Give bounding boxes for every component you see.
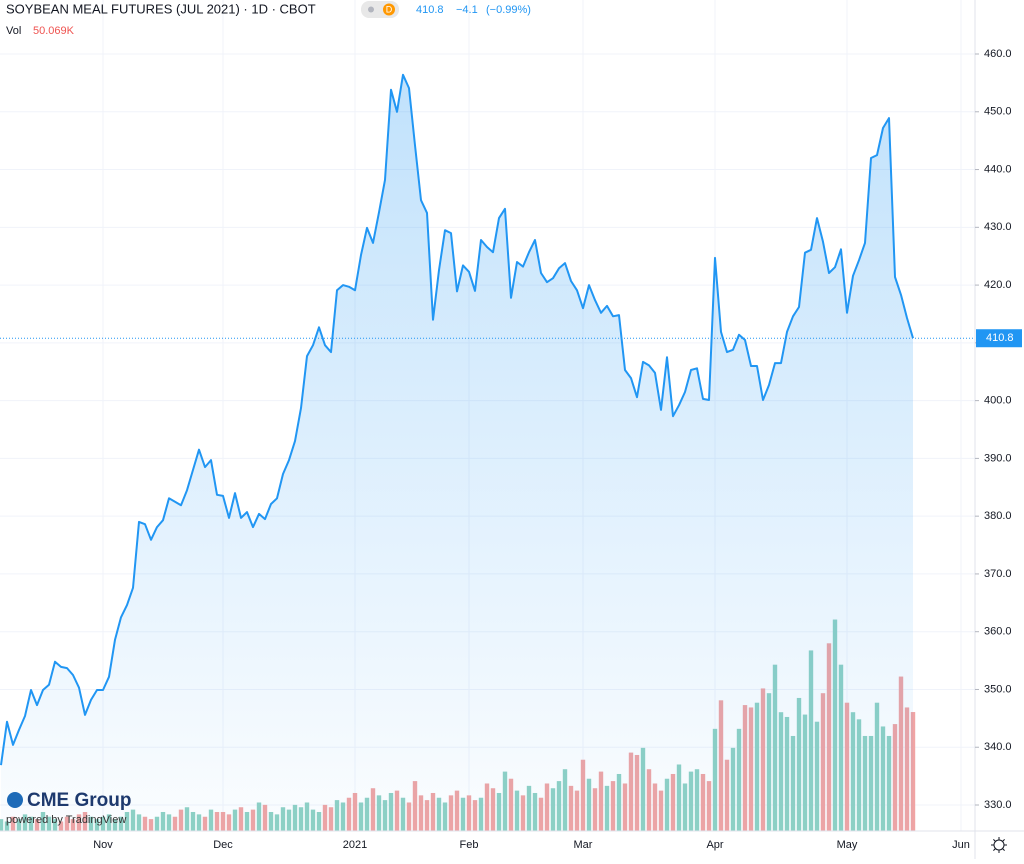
vol-value: 50.069K <box>33 25 75 37</box>
last-price-box <box>976 329 1022 348</box>
logo-icon <box>7 792 23 808</box>
x-tick-label: 2021 <box>343 839 367 851</box>
powered-by: powered by TradingView <box>6 814 126 826</box>
y-tick-label: 340.0 <box>984 741 1012 753</box>
y-tick-label: 380.0 <box>984 510 1012 522</box>
settings-icon[interactable] <box>991 837 1007 853</box>
x-tick-label: Jun <box>952 839 970 851</box>
y-tick-label: 330.0 <box>984 799 1012 811</box>
y-tick-label: 370.0 <box>984 568 1012 580</box>
logo-name: CME Group <box>27 790 132 811</box>
y-tick-label: 390.0 <box>984 452 1012 464</box>
y-tick-label: 450.0 <box>984 106 1012 118</box>
y-tick-label: 400.0 <box>984 395 1012 407</box>
y-tick-label: 350.0 <box>984 683 1012 695</box>
x-tick-label: Feb <box>460 839 479 851</box>
badge: D <box>386 4 393 14</box>
last-price: 410.8 <box>416 4 444 16</box>
y-tick-label: 360.0 <box>984 626 1012 638</box>
change-pct: (−0.99%) <box>486 4 531 16</box>
y-tick-label: 440.0 <box>984 163 1012 175</box>
x-tick-label: May <box>837 839 858 851</box>
y-tick-label: 430.0 <box>984 221 1012 233</box>
badge-dot <box>368 6 374 13</box>
x-tick-label: Apr <box>706 839 723 851</box>
price-line <box>0 73 914 766</box>
change: −4.1 <box>456 4 478 16</box>
y-tick-label: 460.0 <box>984 48 1012 60</box>
area-fill <box>1 74 913 832</box>
chart-title: SOYBEAN MEAL FUTURES (JUL 2021) · 1D · C… <box>6 1 316 16</box>
x-tick-label: Nov <box>93 839 113 851</box>
x-tick-label: Mar <box>574 839 593 851</box>
vol-label: Vol <box>6 25 21 37</box>
x-tick-label: Dec <box>213 839 233 851</box>
badge-circle <box>383 3 395 16</box>
last-price-label: 410.8 <box>986 332 1014 344</box>
y-tick-label: 420.0 <box>984 279 1012 291</box>
